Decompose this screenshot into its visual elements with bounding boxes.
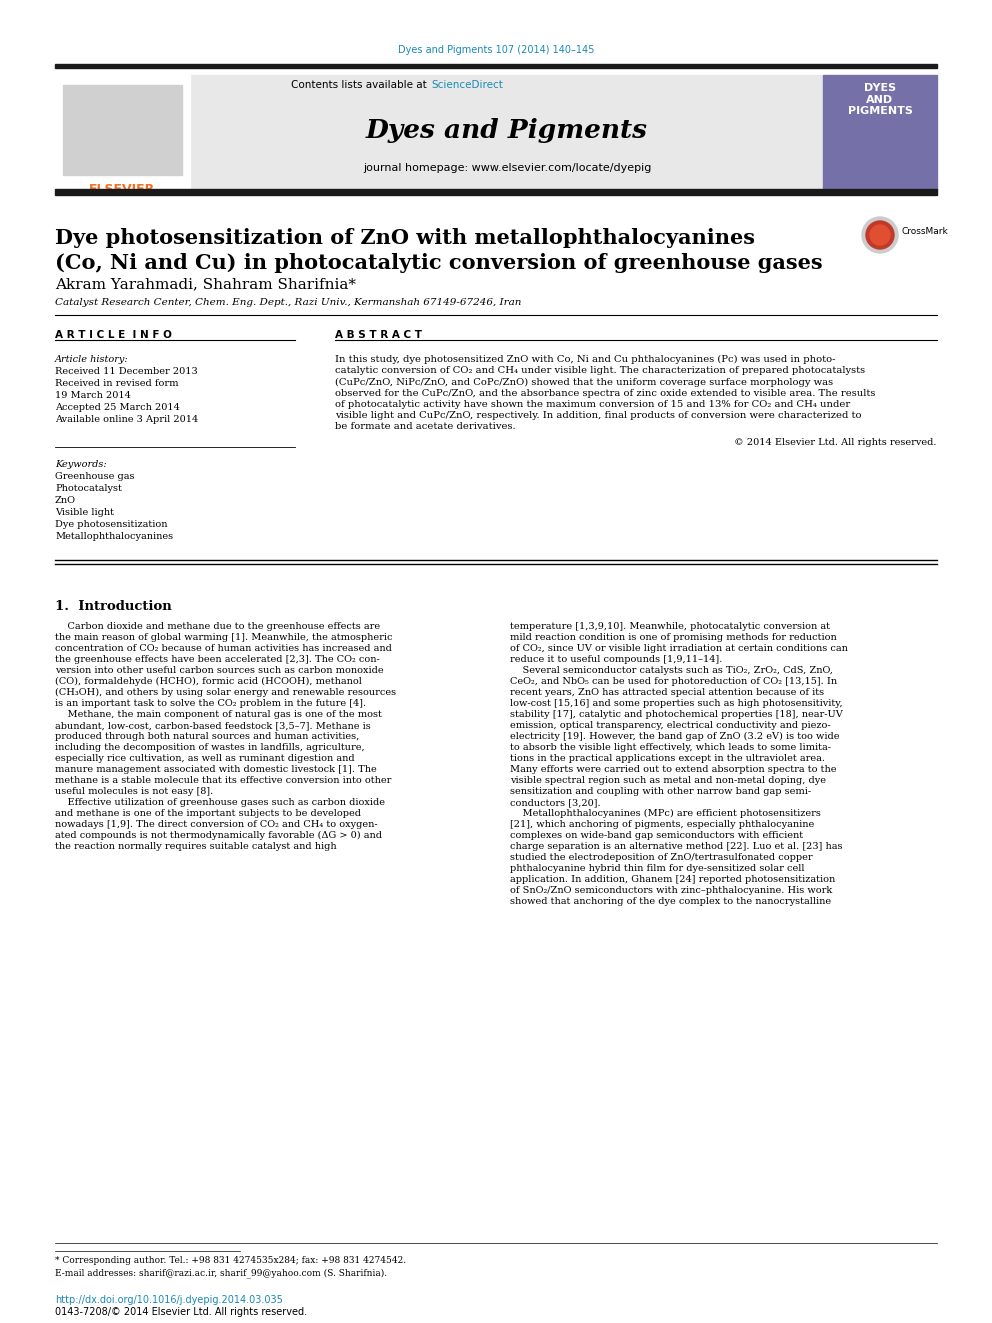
- Text: Metallophthalocyanines: Metallophthalocyanines: [55, 532, 174, 541]
- Text: Contents lists available at: Contents lists available at: [291, 79, 430, 90]
- Text: ZnO: ZnO: [55, 496, 76, 505]
- Text: [21], which anchoring of pigments, especially phthalocyanine: [21], which anchoring of pigments, espec…: [510, 820, 814, 830]
- Text: Received 11 December 2013: Received 11 December 2013: [55, 366, 197, 376]
- Text: concentration of CO₂ because of human activities has increased and: concentration of CO₂ because of human ac…: [55, 644, 392, 654]
- Text: 0143-7208/© 2014 Elsevier Ltd. All rights reserved.: 0143-7208/© 2014 Elsevier Ltd. All right…: [55, 1307, 308, 1316]
- Text: Available online 3 April 2014: Available online 3 April 2014: [55, 415, 198, 423]
- Text: A R T I C L E  I N F O: A R T I C L E I N F O: [55, 329, 172, 340]
- Text: Greenhouse gas: Greenhouse gas: [55, 472, 135, 482]
- Text: visible spectral region such as metal and non-metal doping, dye: visible spectral region such as metal an…: [510, 777, 826, 785]
- Text: CeO₂, and NbO₅ can be used for photoreduction of CO₂ [13,15]. In: CeO₂, and NbO₅ can be used for photoredu…: [510, 677, 837, 687]
- Text: (Co, Ni and Cu) in photocatalytic conversion of greenhouse gases: (Co, Ni and Cu) in photocatalytic conver…: [55, 253, 822, 273]
- Text: Dyes and Pigments: Dyes and Pigments: [366, 118, 648, 143]
- Text: CrossMark: CrossMark: [902, 228, 948, 235]
- Text: methane is a stable molecule that its effective conversion into other: methane is a stable molecule that its ef…: [55, 777, 392, 785]
- Text: to absorb the visible light effectively, which leads to some limita-: to absorb the visible light effectively,…: [510, 744, 831, 751]
- Text: Effective utilization of greenhouse gases such as carbon dioxide: Effective utilization of greenhouse gase…: [55, 798, 385, 807]
- Text: nowadays [1,9]. The direct conversion of CO₂ and CH₄ to oxygen-: nowadays [1,9]. The direct conversion of…: [55, 820, 378, 830]
- Text: version into other useful carbon sources such as carbon monoxide: version into other useful carbon sources…: [55, 665, 384, 675]
- Text: emission, optical transparency, electrical conductivity and piezo-: emission, optical transparency, electric…: [510, 721, 830, 730]
- Text: reduce it to useful compounds [1,9,11–14].: reduce it to useful compounds [1,9,11–14…: [510, 655, 722, 664]
- Text: Keywords:: Keywords:: [55, 460, 106, 468]
- Text: showed that anchoring of the dye complex to the nanocrystalline: showed that anchoring of the dye complex…: [510, 897, 831, 906]
- Text: catalytic conversion of CO₂ and CH₄ under visible light. The characterization of: catalytic conversion of CO₂ and CH₄ unde…: [335, 366, 865, 376]
- Text: In this study, dye photosensitized ZnO with Co, Ni and Cu phthalocyanines (Pc) w: In this study, dye photosensitized ZnO w…: [335, 355, 835, 364]
- Text: * Corresponding author. Tel.: +98 831 4274535x284; fax: +98 831 4274542.: * Corresponding author. Tel.: +98 831 42…: [55, 1256, 406, 1265]
- Text: electricity [19]. However, the band gap of ZnO (3.2 eV) is too wide: electricity [19]. However, the band gap …: [510, 732, 839, 741]
- Text: ELSEVIER: ELSEVIER: [89, 183, 155, 196]
- Text: sensitization and coupling with other narrow band gap semi-: sensitization and coupling with other na…: [510, 787, 811, 796]
- Text: studied the electrodeposition of ZnO/tertrasulfonated copper: studied the electrodeposition of ZnO/ter…: [510, 853, 812, 863]
- Text: is an important task to solve the CO₂ problem in the future [4].: is an important task to solve the CO₂ pr…: [55, 699, 366, 708]
- Text: the reaction normally requires suitable catalyst and high: the reaction normally requires suitable …: [55, 841, 336, 851]
- Text: ated compounds is not thermodynamically favorable (ΔG > 0) and: ated compounds is not thermodynamically …: [55, 831, 382, 840]
- Text: 19 March 2014: 19 March 2014: [55, 392, 131, 400]
- Text: abundant, low-cost, carbon-based feedstock [3,5–7]. Methane is: abundant, low-cost, carbon-based feedsto…: [55, 721, 371, 730]
- Text: the main reason of global warming [1]. Meanwhile, the atmospheric: the main reason of global warming [1]. M…: [55, 632, 393, 642]
- Text: including the decomposition of wastes in landfills, agriculture,: including the decomposition of wastes in…: [55, 744, 365, 751]
- Circle shape: [870, 225, 890, 245]
- Text: stability [17], catalytic and photochemical properties [18], near-UV: stability [17], catalytic and photochemi…: [510, 710, 843, 718]
- Text: Carbon dioxide and methane due to the greenhouse effects are: Carbon dioxide and methane due to the gr…: [55, 622, 380, 631]
- Circle shape: [862, 217, 898, 253]
- Text: conductors [3,20].: conductors [3,20].: [510, 798, 600, 807]
- Text: recent years, ZnO has attracted special attention because of its: recent years, ZnO has attracted special …: [510, 688, 824, 697]
- Text: journal homepage: www.elsevier.com/locate/dyepig: journal homepage: www.elsevier.com/locat…: [363, 163, 651, 173]
- Text: low-cost [15,16] and some properties such as high photosensitivity,: low-cost [15,16] and some properties suc…: [510, 699, 842, 708]
- Bar: [823, 75, 937, 191]
- Text: Visible light: Visible light: [55, 508, 114, 517]
- Circle shape: [866, 221, 894, 249]
- Text: (CO), formaldehyde (HCHO), formic acid (HCOOH), methanol: (CO), formaldehyde (HCHO), formic acid (…: [55, 677, 362, 687]
- Text: (CH₃OH), and others by using solar energy and renewable resources: (CH₃OH), and others by using solar energ…: [55, 688, 396, 697]
- Text: Accepted 25 March 2014: Accepted 25 March 2014: [55, 404, 180, 411]
- Text: complexes on wide-band gap semiconductors with efficient: complexes on wide-band gap semiconductor…: [510, 831, 804, 840]
- Text: Dyes and Pigments 107 (2014) 140–145: Dyes and Pigments 107 (2014) 140–145: [398, 45, 594, 56]
- Text: visible light and CuPc/ZnO, respectively. In addition, final products of convers: visible light and CuPc/ZnO, respectively…: [335, 411, 861, 419]
- Bar: [55, 75, 190, 191]
- Text: E-mail addresses: sharif@razi.ac.ir, sharif_99@yahoo.com (S. Sharifnia).: E-mail addresses: sharif@razi.ac.ir, sha…: [55, 1267, 387, 1278]
- Bar: [55, 189, 937, 194]
- Text: Many efforts were carried out to extend absorption spectra to the: Many efforts were carried out to extend …: [510, 765, 836, 774]
- Text: Photocatalyst: Photocatalyst: [55, 484, 122, 493]
- Text: application. In addition, Ghanem [24] reported photosensitization: application. In addition, Ghanem [24] re…: [510, 875, 835, 884]
- Bar: [63, 85, 182, 175]
- Text: especially rice cultivation, as well as ruminant digestion and: especially rice cultivation, as well as …: [55, 754, 354, 763]
- Text: © 2014 Elsevier Ltd. All rights reserved.: © 2014 Elsevier Ltd. All rights reserved…: [734, 438, 937, 447]
- Text: temperature [1,3,9,10]. Meanwhile, photocatalytic conversion at: temperature [1,3,9,10]. Meanwhile, photo…: [510, 622, 830, 631]
- Text: Dye photosensitization: Dye photosensitization: [55, 520, 168, 529]
- Text: (CuPc/ZnO, NiPc/ZnO, and CoPc/ZnO) showed that the uniform coverage surface morp: (CuPc/ZnO, NiPc/ZnO, and CoPc/ZnO) showe…: [335, 377, 833, 386]
- Text: be formate and acetate derivatives.: be formate and acetate derivatives.: [335, 422, 516, 431]
- Text: Article history:: Article history:: [55, 355, 129, 364]
- Bar: [55, 64, 937, 67]
- Text: Several semiconductor catalysts such as TiO₂, ZrO₂, CdS, ZnO,: Several semiconductor catalysts such as …: [510, 665, 833, 675]
- Text: A B S T R A C T: A B S T R A C T: [335, 329, 422, 340]
- Text: Received in revised form: Received in revised form: [55, 378, 179, 388]
- Text: tions in the practical applications except in the ultraviolet area.: tions in the practical applications exce…: [510, 754, 825, 763]
- Text: useful molecules is not easy [8].: useful molecules is not easy [8].: [55, 787, 213, 796]
- Text: phthalocyanine hybrid thin film for dye-sensitized solar cell: phthalocyanine hybrid thin film for dye-…: [510, 864, 805, 873]
- Text: of photocatalytic activity have shown the maximum conversion of 15 and 13% for C: of photocatalytic activity have shown th…: [335, 400, 850, 409]
- Text: charge separation is an alternative method [22]. Luo et al. [23] has: charge separation is an alternative meth…: [510, 841, 842, 851]
- Text: and methane is one of the important subjects to be developed: and methane is one of the important subj…: [55, 808, 361, 818]
- Text: mild reaction condition is one of promising methods for reduction: mild reaction condition is one of promis…: [510, 632, 836, 642]
- Text: of CO₂, since UV or visible light irradiation at certain conditions can: of CO₂, since UV or visible light irradi…: [510, 644, 848, 654]
- Text: manure management associated with domestic livestock [1]. The: manure management associated with domest…: [55, 765, 377, 774]
- Bar: [827, 78, 933, 185]
- Text: 1.  Introduction: 1. Introduction: [55, 601, 172, 613]
- Text: Akram Yarahmadi, Shahram Sharifnia*: Akram Yarahmadi, Shahram Sharifnia*: [55, 277, 356, 291]
- Text: DYES
AND
PIGMENTS: DYES AND PIGMENTS: [847, 83, 913, 116]
- Text: Dye photosensitization of ZnO with metallophthalocyanines: Dye photosensitization of ZnO with metal…: [55, 228, 755, 247]
- Bar: [190, 75, 823, 191]
- Text: produced through both natural sources and human activities,: produced through both natural sources an…: [55, 732, 359, 741]
- Text: Catalyst Research Center, Chem. Eng. Dept., Razi Univ., Kermanshah 67149-67246, : Catalyst Research Center, Chem. Eng. Dep…: [55, 298, 522, 307]
- Text: the greenhouse effects have been accelerated [2,3]. The CO₂ con-: the greenhouse effects have been acceler…: [55, 655, 380, 664]
- Text: Metallophthalocyanines (MPc) are efficient photosensitizers: Metallophthalocyanines (MPc) are efficie…: [510, 808, 820, 818]
- Text: http://dx.doi.org/10.1016/j.dyepig.2014.03.035: http://dx.doi.org/10.1016/j.dyepig.2014.…: [55, 1295, 283, 1304]
- Text: Methane, the main component of natural gas is one of the most: Methane, the main component of natural g…: [55, 710, 382, 718]
- Text: ScienceDirect: ScienceDirect: [431, 79, 503, 90]
- Text: observed for the CuPc/ZnO, and the absorbance spectra of zinc oxide extended to : observed for the CuPc/ZnO, and the absor…: [335, 389, 875, 398]
- Text: of SnO₂/ZnO semiconductors with zinc–phthalocyanine. His work: of SnO₂/ZnO semiconductors with zinc–pht…: [510, 886, 832, 894]
